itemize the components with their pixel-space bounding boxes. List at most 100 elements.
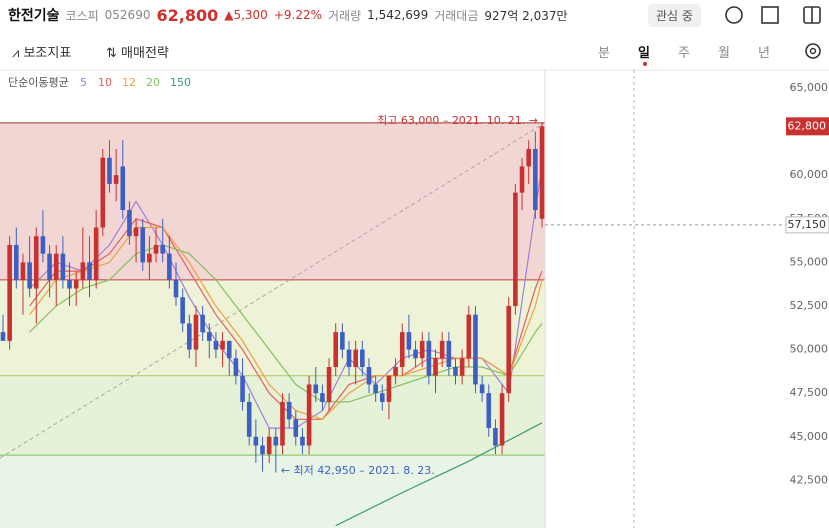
market: 코스피 [65,8,99,23]
candle-body [506,305,512,394]
candle-body [73,279,79,289]
moving-average-line [335,422,543,527]
period-tab[interactable]: 일 [638,46,650,61]
candle-body [320,393,325,402]
candle-body [40,236,46,254]
code: 052690 [104,8,151,22]
candle-body [459,358,465,376]
indicators-label: 보조지표 [23,46,72,61]
candle-body [393,367,398,376]
legend-entry: 20 [146,76,160,89]
candle-body [479,384,485,394]
low-annotation: ← 최저 42,950 – 2021. 8. 23. [281,464,435,477]
candle-body [446,340,452,368]
candle-body [147,253,152,263]
candle-body [346,349,352,368]
candle-body [260,445,265,455]
last-price-box [786,117,829,136]
selected-dot [643,62,647,66]
candle-body [360,349,365,368]
candle-body [366,367,372,385]
amount-label: 거래대금 [434,8,479,23]
volume-label: 거래량 [328,8,362,23]
volume: 1,542,699 [367,8,429,22]
candle-body [340,332,345,350]
icon-flash[interactable] [725,6,743,24]
period-tab[interactable]: 년 [758,46,770,61]
candle-body [286,401,292,420]
candle-body [233,358,239,376]
y-tick-label: 60,000 [790,168,829,181]
candle-body [300,436,305,446]
period-tab[interactable]: 분 [598,46,610,61]
amount: 927억 2,037만 [484,8,568,23]
candle-body [87,262,92,280]
candle-body [206,332,212,341]
candle-body [113,175,119,184]
candle-body [379,393,385,402]
settings-icon[interactable] [802,40,824,62]
icon-edit[interactable] [761,6,779,24]
legend-entry: 150 [170,76,191,89]
candle-body [187,323,192,350]
period-tab[interactable]: 월 [718,46,730,61]
zone [0,455,545,528]
y-tick-label: 55,000 [790,255,829,268]
candle-body [220,340,225,350]
zone [0,122,545,280]
candle-body [226,340,232,359]
candle-body [426,340,432,376]
candle-body [499,393,505,446]
y-tick-label: 47,500 [790,386,829,399]
candle-body [14,244,19,280]
candle-body [306,384,312,446]
high-annotation: 최고 63,000 – 2021. 10. 21. → [377,114,538,127]
crosshair-label: 57,150 [788,218,827,231]
candle-body [399,332,405,368]
candle-body [466,314,472,359]
candle-body [519,166,525,193]
candle-body [67,279,72,289]
y-tick-label: 65,000 [790,81,829,94]
toolbar: ⩘ 보조지표 ⇅ 매매전략 분 일 주 월 년 [0,38,829,66]
candle-body [386,375,392,402]
candle-body [419,340,425,359]
indicators-button[interactable]: ⩘ 보조지표 [12,46,72,61]
candle-body [100,157,106,228]
candle-body [293,419,299,437]
candle-body [173,279,179,298]
candle-body [167,253,172,280]
candle-body [453,367,458,376]
candle-body [246,401,252,437]
candle-body [53,253,59,280]
y-tick-label: 45,000 [790,430,829,443]
change: ▲5,300 [224,8,268,22]
candle-body [273,436,279,446]
candle-body [20,262,26,280]
legend-entry: 5 [80,76,87,89]
candle-body [439,340,445,359]
header: 한전기술 코스피 052690 62,800 ▲5,300 +9.22% 거래량… [0,0,829,30]
watch-button[interactable]: 관심 중 [648,4,701,27]
candle-body [27,262,32,289]
strategy-button[interactable]: ⇅ 매매전략 [106,46,169,61]
candle-body [160,244,166,254]
candle-body [406,332,412,350]
candle-body [413,349,418,359]
candle-body [353,349,358,368]
stock-name: 한전기술 [8,8,60,24]
candle-body [47,253,52,280]
period-tab[interactable]: 주 [678,46,690,61]
candle-body [133,227,139,237]
zone [0,279,545,376]
trend-line [0,122,546,459]
header-icons [725,6,821,24]
candle-body [193,314,199,350]
legend-entry: 12 [122,76,136,89]
y-tick-label: 50,000 [790,343,829,356]
candle-body [140,227,146,263]
candle-body [120,166,126,211]
candle-body [526,149,531,167]
